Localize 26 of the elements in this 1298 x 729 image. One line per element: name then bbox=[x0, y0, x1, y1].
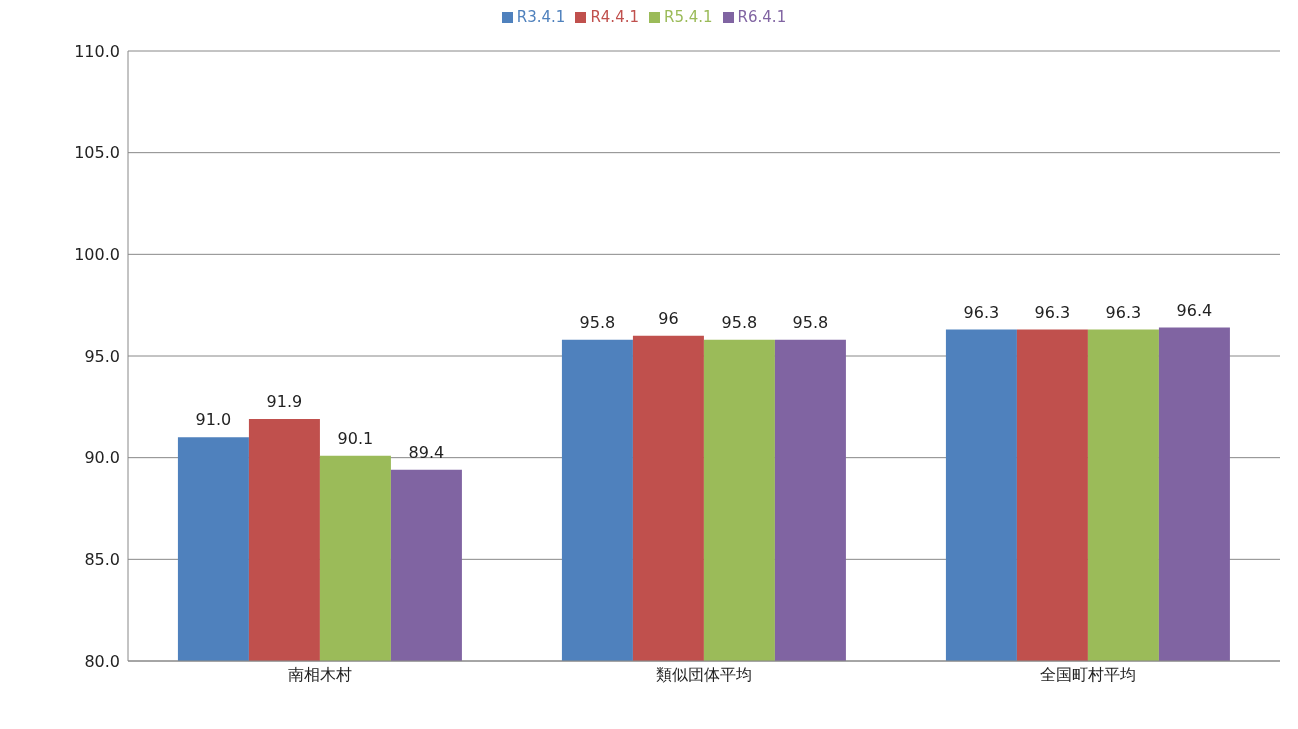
legend-label: R3.4.1 bbox=[516, 8, 566, 26]
legend-label: R6.4.1 bbox=[737, 8, 787, 26]
y-tick-label: 100.0 bbox=[74, 245, 120, 265]
data-label: 96.3 bbox=[1105, 302, 1142, 322]
data-label: 90.1 bbox=[337, 428, 374, 448]
data-label: 96.3 bbox=[1034, 302, 1071, 322]
data-label: 95.8 bbox=[579, 312, 616, 332]
y-tick-label: 95.0 bbox=[84, 346, 120, 366]
x-tick-label: 類似団体平均 bbox=[656, 665, 752, 685]
data-label: 91.0 bbox=[195, 410, 232, 430]
data-label: 89.4 bbox=[408, 442, 445, 462]
data-label: 95.8 bbox=[792, 312, 829, 332]
data-label: 96.4 bbox=[1176, 300, 1213, 320]
data-label: 95.8 bbox=[721, 312, 758, 332]
y-tick-label: 110.0 bbox=[74, 41, 120, 61]
y-tick-label: 80.0 bbox=[84, 651, 120, 671]
legend-label: R4.4.1 bbox=[590, 8, 639, 26]
y-tick-label: 90.0 bbox=[84, 448, 120, 468]
x-tick-label: 南相木村 bbox=[288, 665, 352, 685]
data-label: 91.9 bbox=[266, 392, 303, 412]
x-tick-label: 全国町村平均 bbox=[1040, 665, 1136, 685]
y-tick-label: 105.0 bbox=[74, 143, 120, 163]
data-label: 96.3 bbox=[963, 302, 1000, 322]
data-label: 96 bbox=[658, 308, 679, 328]
legend-label: R5.4.1 bbox=[664, 8, 713, 26]
y-tick-label: 85.0 bbox=[84, 550, 120, 570]
